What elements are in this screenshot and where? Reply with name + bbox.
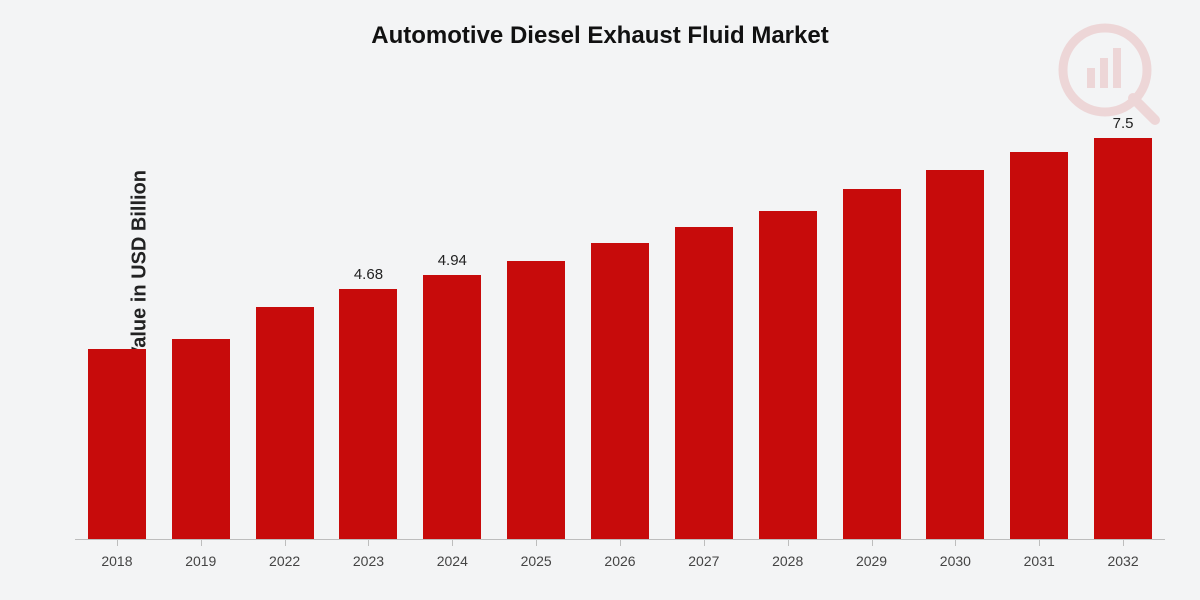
x-axis-labels: 2018201920222023202420252026202720282029…	[75, 545, 1165, 600]
bar-slot	[243, 85, 327, 539]
bar-value-label: 7.5	[1113, 115, 1134, 132]
bar-slot: 4.94	[410, 85, 494, 539]
bar-slot	[662, 85, 746, 539]
bar-slot	[159, 85, 243, 539]
bar	[759, 211, 817, 539]
bar-slot	[746, 85, 830, 539]
bar	[1094, 138, 1152, 539]
bar-value-label: 4.94	[438, 252, 467, 269]
bars-group: 4.68 4.94 7.5	[75, 85, 1165, 539]
x-axis-label: 2027	[662, 545, 746, 600]
bar-slot	[830, 85, 914, 539]
bar-value-label: 4.68	[354, 266, 383, 283]
x-axis-label: 2024	[410, 545, 494, 600]
bar-slot	[997, 85, 1081, 539]
x-axis-label: 2029	[830, 545, 914, 600]
x-axis-label: 2025	[494, 545, 578, 600]
bar	[507, 261, 565, 539]
x-axis-label: 2019	[159, 545, 243, 600]
x-axis-label: 2030	[913, 545, 997, 600]
plot-area: 4.68 4.94 7.5	[75, 85, 1165, 540]
chart-container: Automotive Diesel Exhaust Fluid Market M…	[0, 0, 1200, 600]
bar	[675, 227, 733, 539]
bar	[843, 189, 901, 539]
bar-slot	[494, 85, 578, 539]
bar-slot: 7.5	[1081, 85, 1165, 539]
x-axis-label: 2026	[578, 545, 662, 600]
chart-title: Automotive Diesel Exhaust Fluid Market	[0, 0, 1200, 50]
x-axis-label: 2022	[243, 545, 327, 600]
x-axis-label: 2023	[327, 545, 411, 600]
x-axis-label: 2031	[997, 545, 1081, 600]
bar	[172, 339, 230, 539]
bar	[256, 307, 314, 539]
bar	[88, 349, 146, 539]
bar-slot	[75, 85, 159, 539]
x-axis-label: 2018	[75, 545, 159, 600]
bar	[591, 243, 649, 539]
bar-slot: 4.68	[327, 85, 411, 539]
x-axis-label: 2032	[1081, 545, 1165, 600]
x-axis-label: 2028	[746, 545, 830, 600]
bar	[423, 275, 481, 539]
bar	[1010, 152, 1068, 539]
bar-slot	[913, 85, 997, 539]
bar	[926, 170, 984, 539]
bar	[339, 289, 397, 539]
bar-slot	[578, 85, 662, 539]
